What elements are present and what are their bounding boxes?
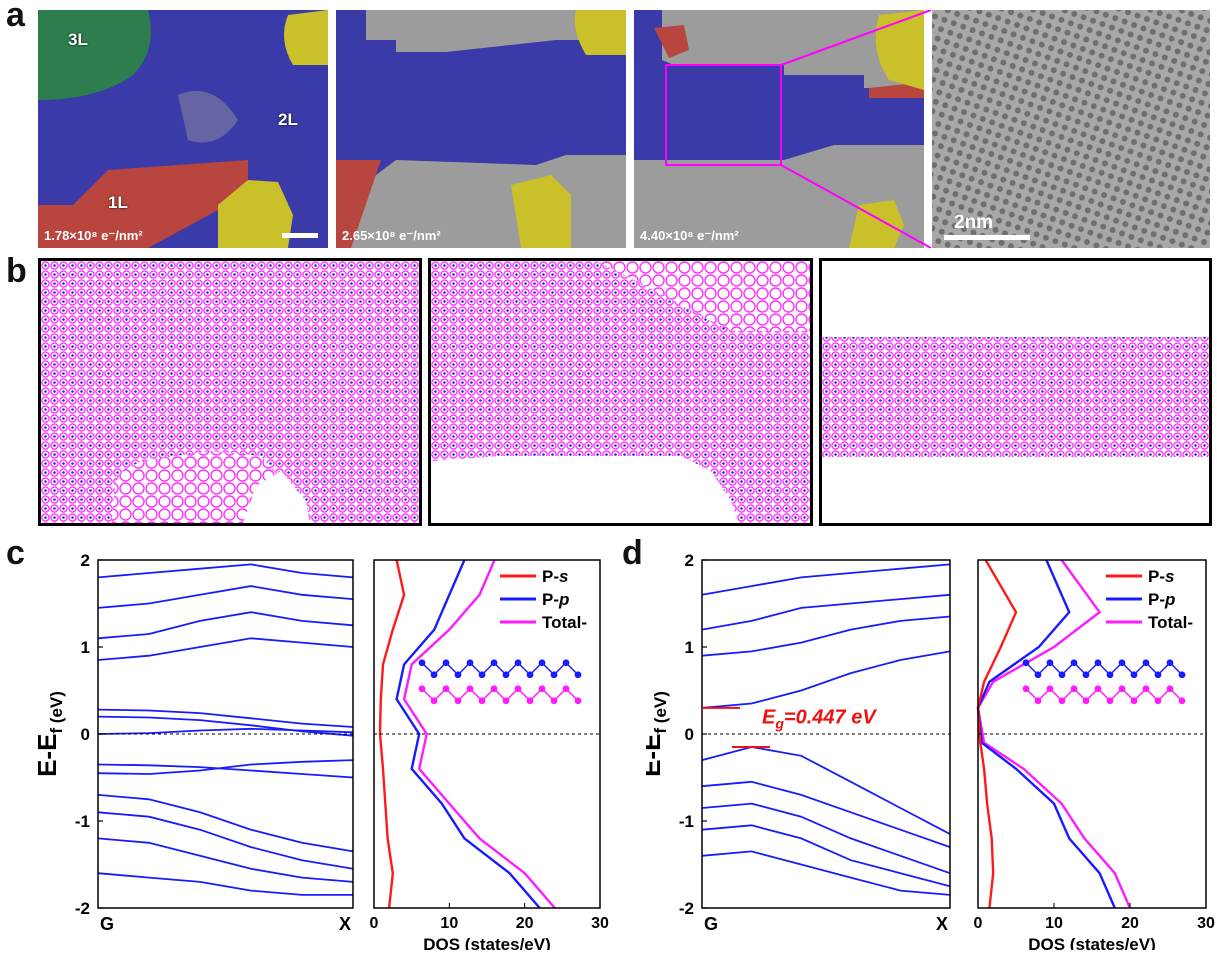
band-line-10 (97, 611, 354, 640)
x-tick-label-X: X (339, 914, 351, 934)
y-tick-label: -1 (75, 812, 90, 831)
layer-label-2L: 2L (278, 110, 298, 129)
legend-label: P-s (1148, 567, 1174, 586)
band-line-8 (97, 872, 353, 896)
x-tick-label: 10 (440, 915, 458, 932)
panel-label-a: a (6, 0, 25, 34)
band-line-11 (97, 585, 354, 609)
micrograph-2: 2.65×10⁸ e⁻/nm² (336, 10, 626, 248)
x-tick-label: 0 (974, 915, 983, 932)
molecule-illustration (418, 659, 582, 705)
micrograph-3: 4.40×10⁸ e⁻/nm² (634, 10, 924, 248)
x-tick-label: 30 (591, 915, 609, 932)
y-tick-label: 1 (685, 638, 694, 657)
lattice-model-2 (428, 258, 813, 526)
y-tick-label: 1 (81, 638, 90, 657)
band-line-6 (97, 811, 354, 870)
band-line-0 (97, 708, 354, 728)
zoomed-micrograph: 2nm (932, 10, 1210, 248)
y-tick-label: 0 (81, 725, 90, 744)
layer-label-3L: 3L (68, 30, 88, 49)
band-line-2 (97, 727, 354, 735)
y-axis-label: E-Ef (eV) (32, 691, 66, 777)
band-line-3 (701, 802, 951, 875)
y-tick-label: 0 (685, 725, 694, 744)
legend-label: Total- (542, 613, 587, 632)
band-structure-d: 2 1 0 -1 -2 G X E-Ef (eV) Eg=0.447 eV (646, 551, 951, 934)
legend-label: P-s (542, 567, 568, 586)
dos-line-P-p (395, 559, 541, 909)
micrograph-2-map (336, 10, 626, 248)
legend-label: P-p (1148, 590, 1175, 609)
dose-label-3: 4.40×10⁸ e⁻/nm² (640, 228, 739, 243)
dos-line-Total (976, 559, 1132, 909)
dose-label-1: 1.78×10⁸ e⁻/nm² (44, 228, 143, 243)
band-line-2 (701, 780, 951, 848)
panel-label-b: b (6, 252, 27, 290)
zoom-connector (781, 10, 932, 248)
dos-c: 0 10 20 30 DOS (states/eV) P-s P-p Total- (370, 559, 609, 950)
band-line-5 (97, 794, 354, 853)
x-tick-label: 20 (1121, 915, 1139, 932)
dos-d: 0 10 20 30 DOS (states/eV) P-s P-p Total- (974, 559, 1215, 950)
band-line-6 (701, 615, 951, 657)
plot-area (97, 563, 354, 896)
x-tick-label-G: G (704, 914, 718, 934)
dose-label-2: 2.65×10⁸ e⁻/nm² (342, 228, 441, 243)
zoom-scale-label: 2nm (954, 212, 994, 233)
band-line-7 (97, 837, 354, 883)
band-line-9 (97, 637, 354, 661)
band-line-5 (701, 850, 951, 896)
band-gap-annotation: Eg=0.447 eV (762, 707, 877, 732)
x-tick-label: 20 (516, 915, 534, 932)
dos-line-P-p (976, 559, 1116, 909)
band-line-12 (97, 563, 354, 579)
legend-label: P-p (542, 590, 569, 609)
lattice-model-1 (38, 258, 422, 526)
scale-bar (282, 233, 318, 238)
x-tick-label-G: G (100, 914, 114, 934)
micrograph-1: 3L 2L 1L 1.78×10⁸ e⁻/nm² (38, 10, 328, 248)
band-line-4 (701, 824, 951, 888)
legend-label: Total- (1148, 613, 1193, 632)
zoom-scale-bar (944, 235, 1030, 240)
band-line-8 (701, 563, 951, 596)
band-line-4 (97, 759, 354, 775)
panel-label-c: c (6, 534, 25, 572)
x-tick-label-X: X (936, 914, 948, 934)
dos-line-P-s (976, 559, 1018, 909)
dos-line-Total (402, 559, 556, 909)
band-line-7 (701, 593, 951, 631)
lattice-model-3 (819, 258, 1212, 526)
x-tick-label: 0 (370, 915, 379, 932)
y-tick-label: 2 (685, 551, 694, 570)
x-tick-label: 10 (1045, 915, 1063, 932)
micrograph-1-map (38, 10, 328, 248)
band-line-3 (97, 763, 354, 779)
y-axis-label: E-Ef (eV) (646, 691, 670, 777)
layer-label-1L: 1L (108, 193, 128, 212)
micrograph-3-map (634, 10, 924, 248)
x-axis-label: DOS (states/eV) (423, 935, 551, 950)
plot-frame (373, 559, 601, 909)
plot-area (701, 563, 951, 896)
panel-label-d: d (622, 534, 643, 572)
y-tick-label: -1 (679, 812, 694, 831)
y-tick-label: -2 (75, 899, 90, 918)
y-tick-label: 2 (81, 551, 90, 570)
molecule-illustration (1022, 659, 1186, 705)
x-axis-label: DOS (states/eV) (1028, 935, 1156, 950)
y-tick-label: -2 (679, 899, 694, 918)
plot-frame (977, 559, 1207, 909)
x-tick-label: 30 (1197, 915, 1215, 932)
band-line-1 (701, 746, 951, 835)
band-line-0 (701, 650, 951, 709)
band-line-1 (97, 715, 354, 737)
band-structure-c: 2 1 0 -1 -2 G X E-Ef (eV) (32, 551, 354, 934)
